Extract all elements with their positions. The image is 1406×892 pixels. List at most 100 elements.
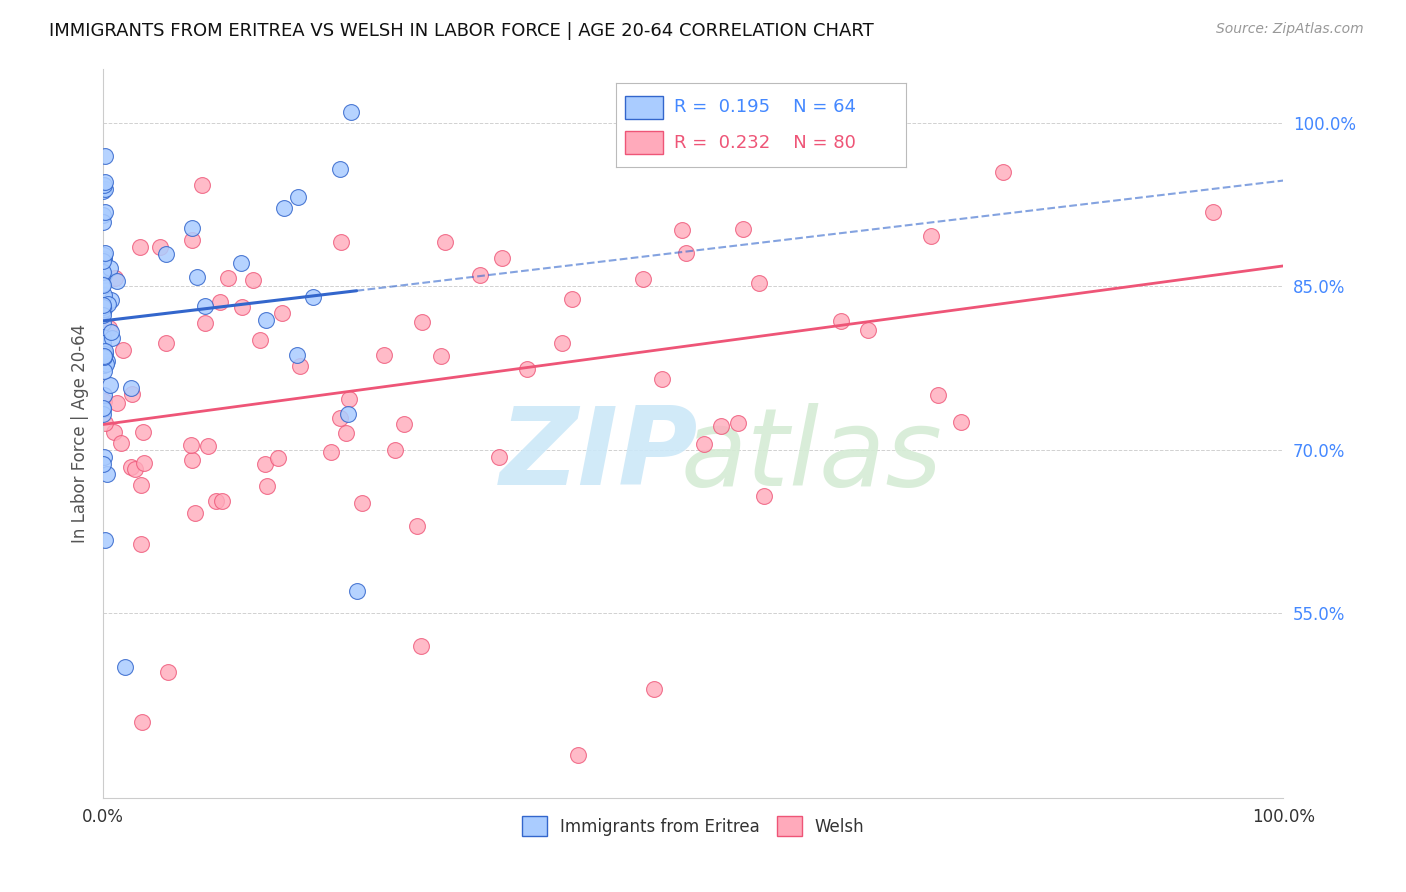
Point	[132, 425, 155, 439]
Point	[352, 496, 374, 510]
Point	[643, 682, 665, 697]
Point	[329, 161, 352, 176]
Point	[91, 303, 114, 318]
Point	[101, 331, 124, 345]
Point	[94, 245, 117, 260]
Point	[91, 335, 114, 350]
Point	[91, 401, 114, 415]
Point	[651, 372, 673, 386]
Point	[197, 439, 219, 453]
Point	[693, 437, 716, 451]
Point	[858, 323, 880, 337]
Point	[727, 416, 749, 430]
Point	[950, 415, 973, 429]
Point	[124, 462, 146, 476]
Point	[94, 343, 117, 358]
Point	[98, 377, 121, 392]
Point	[1202, 204, 1225, 219]
Point	[567, 747, 589, 762]
Point	[91, 457, 114, 471]
Point	[194, 299, 217, 313]
Point	[733, 222, 755, 236]
Point	[373, 348, 395, 362]
Point	[406, 518, 429, 533]
Point	[205, 493, 228, 508]
Point	[91, 402, 114, 417]
Point	[180, 438, 202, 452]
Point	[830, 314, 852, 328]
Point	[93, 252, 115, 266]
Point	[91, 300, 114, 314]
Point	[288, 359, 311, 373]
Point	[468, 268, 491, 283]
Point	[337, 392, 360, 406]
Point	[409, 639, 432, 653]
Text: Source: ZipAtlas.com: Source: ZipAtlas.com	[1216, 22, 1364, 37]
Point	[249, 333, 271, 347]
Point	[128, 240, 150, 254]
Point	[93, 248, 115, 262]
Point	[91, 265, 114, 279]
Point	[120, 381, 142, 395]
Point	[93, 347, 115, 361]
Point	[105, 395, 128, 409]
Point	[183, 507, 205, 521]
Point	[186, 270, 208, 285]
Point	[91, 278, 114, 293]
Point	[93, 288, 115, 302]
Point	[131, 714, 153, 729]
Point	[94, 182, 117, 196]
Point	[134, 457, 156, 471]
Point	[181, 220, 204, 235]
Point	[96, 357, 118, 371]
Point	[273, 201, 295, 215]
Point	[516, 361, 538, 376]
Point	[254, 313, 277, 327]
Point	[93, 387, 115, 401]
Point	[94, 533, 117, 547]
Point	[208, 295, 231, 310]
Point	[231, 300, 253, 314]
Point	[121, 386, 143, 401]
Point	[93, 205, 115, 219]
Point	[329, 235, 352, 249]
Point	[98, 260, 121, 275]
Point	[270, 306, 292, 320]
Point	[991, 165, 1014, 179]
Point	[561, 292, 583, 306]
Point	[430, 349, 453, 363]
Point	[180, 234, 202, 248]
Point	[93, 358, 115, 372]
Point	[93, 364, 115, 378]
Point	[100, 293, 122, 307]
Point	[346, 584, 368, 599]
Point	[155, 246, 177, 260]
Point	[287, 348, 309, 362]
Point	[93, 185, 115, 199]
Point	[340, 105, 363, 120]
Point	[114, 660, 136, 674]
Point	[97, 297, 120, 311]
Point	[433, 235, 456, 249]
Text: atlas: atlas	[681, 402, 942, 508]
Point	[749, 105, 772, 120]
Point	[631, 271, 654, 285]
Point	[329, 411, 352, 425]
Point	[194, 316, 217, 330]
Point	[242, 273, 264, 287]
Point	[488, 450, 510, 465]
Point	[100, 325, 122, 339]
Text: IMMIGRANTS FROM ERITREA VS WELSH IN LABOR FORCE | AGE 20-64 CORRELATION CHART: IMMIGRANTS FROM ERITREA VS WELSH IN LABO…	[49, 22, 875, 40]
Point	[491, 252, 513, 266]
Point	[93, 407, 115, 421]
Point	[103, 425, 125, 440]
Point	[93, 268, 115, 282]
Point	[93, 148, 115, 162]
Point	[105, 274, 128, 288]
Point	[104, 271, 127, 285]
Point	[91, 308, 114, 322]
Point	[129, 537, 152, 551]
Point	[111, 343, 134, 357]
Point	[93, 394, 115, 409]
Point	[93, 350, 115, 364]
